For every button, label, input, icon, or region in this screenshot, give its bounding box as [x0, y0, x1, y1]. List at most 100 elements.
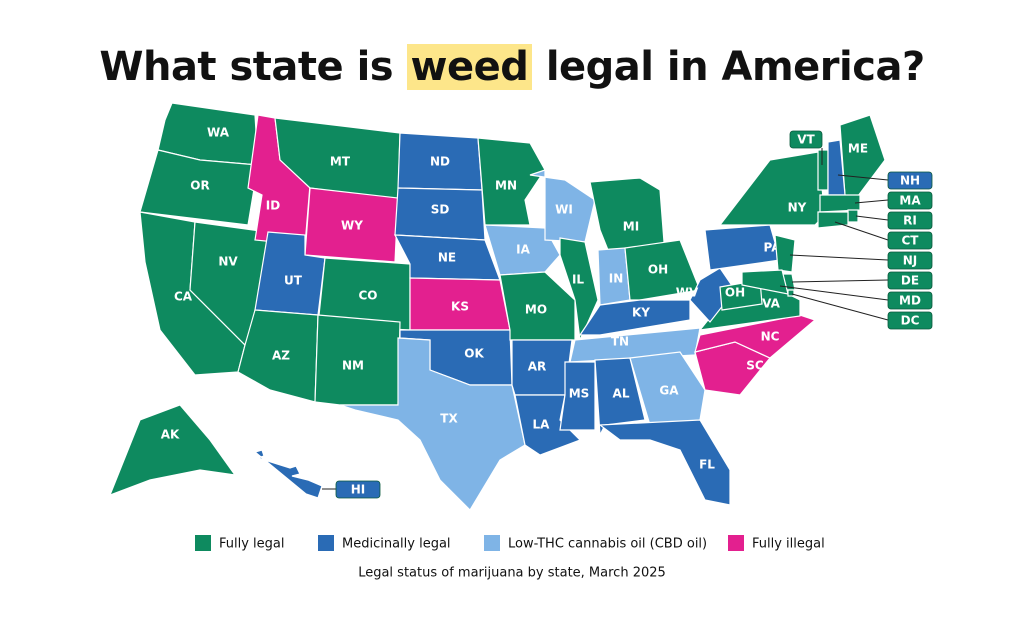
callout-box [887, 191, 933, 210]
state-label: NH [900, 174, 920, 188]
state-label: NC [761, 330, 780, 344]
state-shape [787, 289, 795, 297]
state-label: LA [533, 418, 551, 432]
state-label: CA [174, 290, 193, 304]
state-label: NV [218, 255, 238, 269]
state-label: WI [555, 203, 573, 217]
state-label: AK [161, 428, 180, 442]
title: What state is weed legal in America? [0, 44, 1024, 90]
state-label: DC [901, 314, 920, 328]
state-label: TN [611, 335, 629, 349]
callout-box [335, 480, 381, 499]
state-label: NE [438, 251, 456, 265]
state-shape [629, 351, 706, 426]
title-text: What state is [99, 44, 394, 90]
state-label: NJ [903, 254, 918, 268]
state-label: CT [902, 234, 920, 248]
callout-line [779, 285, 889, 301]
callout-line [834, 221, 889, 241]
state-label: MD [899, 294, 921, 308]
state-shape [817, 211, 849, 229]
state-shape [624, 239, 701, 301]
state-label: OR [190, 179, 209, 193]
callout-line [854, 199, 889, 204]
state-label: VT [797, 133, 815, 147]
state-label: ME [848, 142, 868, 156]
state-label: NY [788, 201, 807, 215]
state-shape [108, 404, 237, 497]
state-label: MN [495, 179, 517, 193]
state-label: IL [572, 273, 584, 287]
callout-line [855, 215, 889, 221]
state-label: TX [440, 412, 458, 426]
state-label: MO [525, 303, 547, 317]
state-shape [139, 149, 259, 226]
callout-box [887, 231, 933, 250]
state-shape [484, 224, 561, 276]
state-label: OH [725, 286, 745, 300]
callout-box [887, 171, 933, 190]
state-label: UT [284, 274, 303, 288]
state-shape [817, 149, 829, 191]
state-label: OK [464, 347, 484, 361]
state-label: WV [676, 286, 699, 300]
state-label: SC [746, 359, 764, 373]
legend-swatch [484, 535, 500, 551]
state-shape [598, 419, 731, 506]
callout-box [887, 271, 933, 290]
state-shape [689, 267, 736, 323]
callout-box [789, 130, 823, 149]
state-shape [718, 151, 826, 226]
state-shape [839, 114, 886, 201]
state-shape [559, 361, 596, 431]
state-label: OH [648, 263, 668, 277]
legend-swatch [195, 535, 211, 551]
caption: Legal status of marijuana by state, Marc… [358, 566, 666, 581]
state-label: IA [516, 243, 530, 257]
state-label: MT [330, 155, 351, 169]
state-label: WA [207, 126, 230, 140]
state-label: MA [899, 194, 921, 208]
callout-box [887, 211, 933, 230]
legend-label: Fully legal [219, 537, 285, 552]
state-label: ID [266, 199, 280, 213]
title-highlight: weed [406, 44, 533, 90]
legend-swatch [728, 535, 744, 551]
state-label: MS [569, 387, 590, 401]
state-label: HI [351, 483, 366, 497]
callout-box [887, 291, 933, 310]
callout-line [837, 174, 889, 181]
state-shape [339, 337, 526, 511]
state-label: ND [430, 155, 450, 169]
state-label: AZ [272, 349, 290, 363]
callout-line [791, 279, 889, 283]
state-shape [253, 449, 323, 499]
legend-label: Low-THC cannabis oil (CBD oil) [508, 537, 707, 552]
state-label: SD [431, 203, 450, 217]
state-label: MI [623, 220, 639, 234]
callout-line [791, 293, 889, 321]
legend-label: Fully illegal [752, 537, 825, 552]
state-label: VA [762, 297, 780, 311]
callout-box [887, 311, 933, 330]
title-text: legal in America? [545, 44, 925, 90]
state-label: GA [659, 384, 679, 398]
legend-label: Medicinally legal [342, 537, 451, 552]
state-label: DE [901, 274, 919, 288]
state-label: AL [613, 387, 630, 401]
callout-box [887, 251, 933, 270]
state-shape [774, 234, 796, 273]
state-label: FL [699, 458, 715, 472]
state-shape [594, 357, 646, 438]
state-label: KY [632, 306, 650, 320]
state-label: WY [341, 219, 363, 233]
state-label: NM [342, 359, 364, 373]
state-shape [694, 314, 817, 359]
state-label: KS [451, 300, 469, 314]
state-shape [819, 194, 861, 213]
state-label: IN [609, 272, 624, 286]
state-shape [304, 187, 399, 263]
state-label: RI [903, 214, 917, 228]
